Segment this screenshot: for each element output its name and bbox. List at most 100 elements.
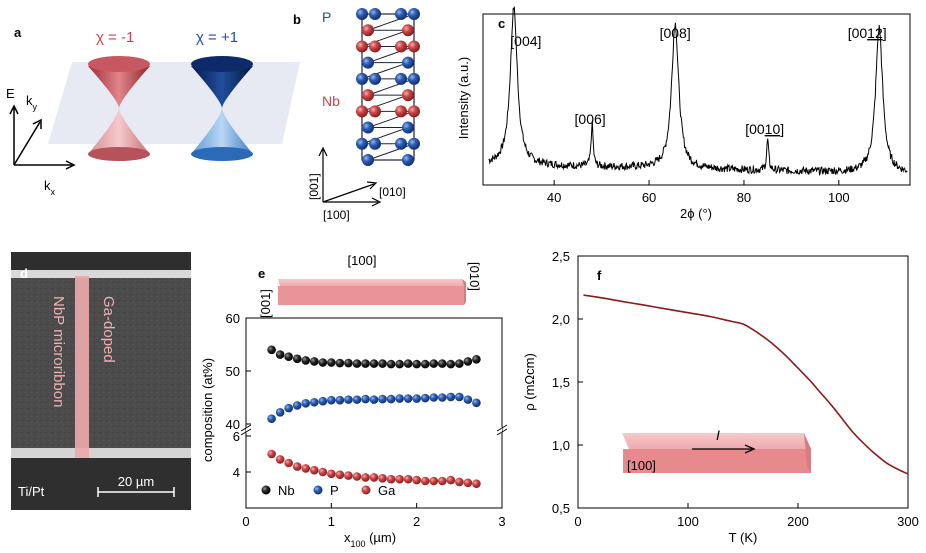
composition-y-tick-label: 6: [233, 429, 240, 444]
legend-marker-ga: [361, 485, 371, 495]
composition-point-ga: [412, 475, 421, 485]
sem-electrode-bottom-dark: [11, 458, 191, 510]
composition-point-p: [472, 398, 481, 408]
niobium-label: Nb: [322, 93, 340, 109]
energy-axis-label: E: [6, 86, 15, 101]
composition-point-p: [455, 392, 464, 402]
composition-y-axis-label: composition (at%): [200, 358, 215, 462]
nb-atom: [395, 40, 407, 53]
p-atom: [369, 137, 381, 150]
p-atom: [402, 56, 414, 69]
panel-label-d: d: [20, 266, 28, 281]
composition-point-nb: [292, 354, 302, 364]
xrd-peak-label: [004]: [510, 33, 541, 49]
nb-atom: [369, 40, 381, 53]
panel-label-e: e: [258, 266, 265, 281]
composition-point-nb: [369, 359, 379, 368]
weyl-cone-red: [88, 56, 150, 161]
composition-point-ga: [429, 476, 439, 486]
composition-point-ga: [318, 467, 328, 477]
microribbon: [75, 276, 89, 458]
xrd-y-axis-label: Intensity (a.u.): [456, 57, 471, 139]
resistivity-y-tick-label: 2,0: [552, 312, 570, 327]
nb-atom: [408, 40, 420, 53]
composition-point-ga: [395, 474, 404, 484]
panel-label-f: f: [597, 268, 602, 283]
composition-point-ga: [437, 476, 447, 486]
legend-label-p: P: [330, 483, 339, 498]
composition-point-ga: [403, 474, 413, 484]
nb-atom: [402, 24, 414, 37]
current-label: I: [716, 427, 720, 443]
composition-legend: Nb P Ga: [261, 483, 396, 498]
composition-point-nb: [472, 355, 481, 364]
composition-point-ga: [301, 464, 311, 473]
panel-b: b P Nb [001] [010] [100]: [293, 8, 420, 222]
composition-point-nb: [318, 358, 328, 367]
nb-atom: [395, 105, 407, 118]
box-f-direction-label: [100]: [627, 458, 656, 473]
axis-break-marks: [240, 424, 508, 436]
composition-point-ga: [327, 469, 336, 479]
p-atom: [395, 72, 407, 85]
composition-x-tick-label: 1: [328, 514, 335, 529]
legend-marker-nb: [261, 485, 271, 495]
crystal-axes: [318, 146, 382, 207]
composition-point-nb: [437, 359, 447, 368]
sample-box-f: [622, 433, 811, 473]
composition-x-tick-label: 3: [498, 514, 505, 529]
p-atom: [402, 121, 414, 134]
composition-point-nb: [446, 359, 456, 369]
composition-point-ga: [446, 475, 456, 485]
composition-point-p: [446, 392, 456, 402]
crystal-structure: [356, 8, 420, 166]
composition-point-p: [267, 414, 276, 424]
p-atom: [356, 8, 368, 20]
k-axes: [9, 104, 76, 170]
composition-point-p: [369, 395, 379, 404]
composition-points: [267, 345, 481, 489]
composition-point-p: [327, 395, 336, 405]
p-atom: [362, 121, 374, 134]
resistivity-y-tick-label: 1,0: [552, 438, 570, 453]
phosphorus-label: P: [322, 9, 331, 25]
composition-point-ga: [267, 449, 276, 459]
composition-y-tick-label: 4: [233, 465, 240, 480]
composition-point-p: [420, 393, 430, 403]
composition-point-p: [301, 399, 311, 408]
composition-y-tick-label: 50: [226, 364, 240, 379]
composition-point-nb: [275, 350, 285, 359]
composition-point-ga: [284, 458, 293, 468]
composition-point-p: [429, 393, 439, 402]
resistivity-y-tick-label: 1,5: [552, 375, 570, 390]
chi-plus-label: χ = +1: [196, 29, 238, 46]
electrode-label: Ti/Pt: [18, 484, 45, 499]
panel-c: c 40 60 80 100 [004][006][008][0010][0012] …: [456, 6, 911, 221]
composition-point-ga: [344, 471, 353, 480]
composition-point-ga: [352, 472, 362, 481]
composition-point-nb: [327, 358, 336, 367]
panel-label-b: b: [293, 12, 301, 27]
composition-point-p: [284, 403, 293, 413]
composition-point-nb: [309, 357, 319, 366]
resistivity-x-tick-label: 300: [897, 514, 919, 529]
nb-atom: [356, 40, 368, 53]
p-atom: [362, 56, 374, 69]
composition-point-p: [309, 397, 319, 407]
energy-plane: [48, 62, 300, 144]
composition-plot-frame: [245, 317, 503, 509]
resistivity-ticks: 0 100 200 300 0,5 1,0 1,5 2,0 2,5: [552, 249, 919, 529]
resistivity-curve: [583, 294, 909, 475]
resistivity-y-axis-label: ρ (mΩcm): [522, 353, 537, 411]
axis-100-label: [100]: [323, 208, 350, 222]
p-atom: [408, 8, 420, 20]
box-e-right-label: [010]: [467, 262, 482, 291]
axis-010-label: [010]: [379, 185, 406, 199]
panel-f: f 0 100 200 300 0,5 1,0 1,5 2,0 2,5 I [100] T (K…: [522, 249, 919, 545]
scale-bar-label: 20 µm: [118, 474, 154, 489]
xrd-x-tick-label: 100: [828, 190, 850, 205]
composition-point-ga: [472, 479, 481, 489]
legend-label-ga: Ga: [378, 483, 396, 498]
p-atom: [408, 72, 420, 85]
